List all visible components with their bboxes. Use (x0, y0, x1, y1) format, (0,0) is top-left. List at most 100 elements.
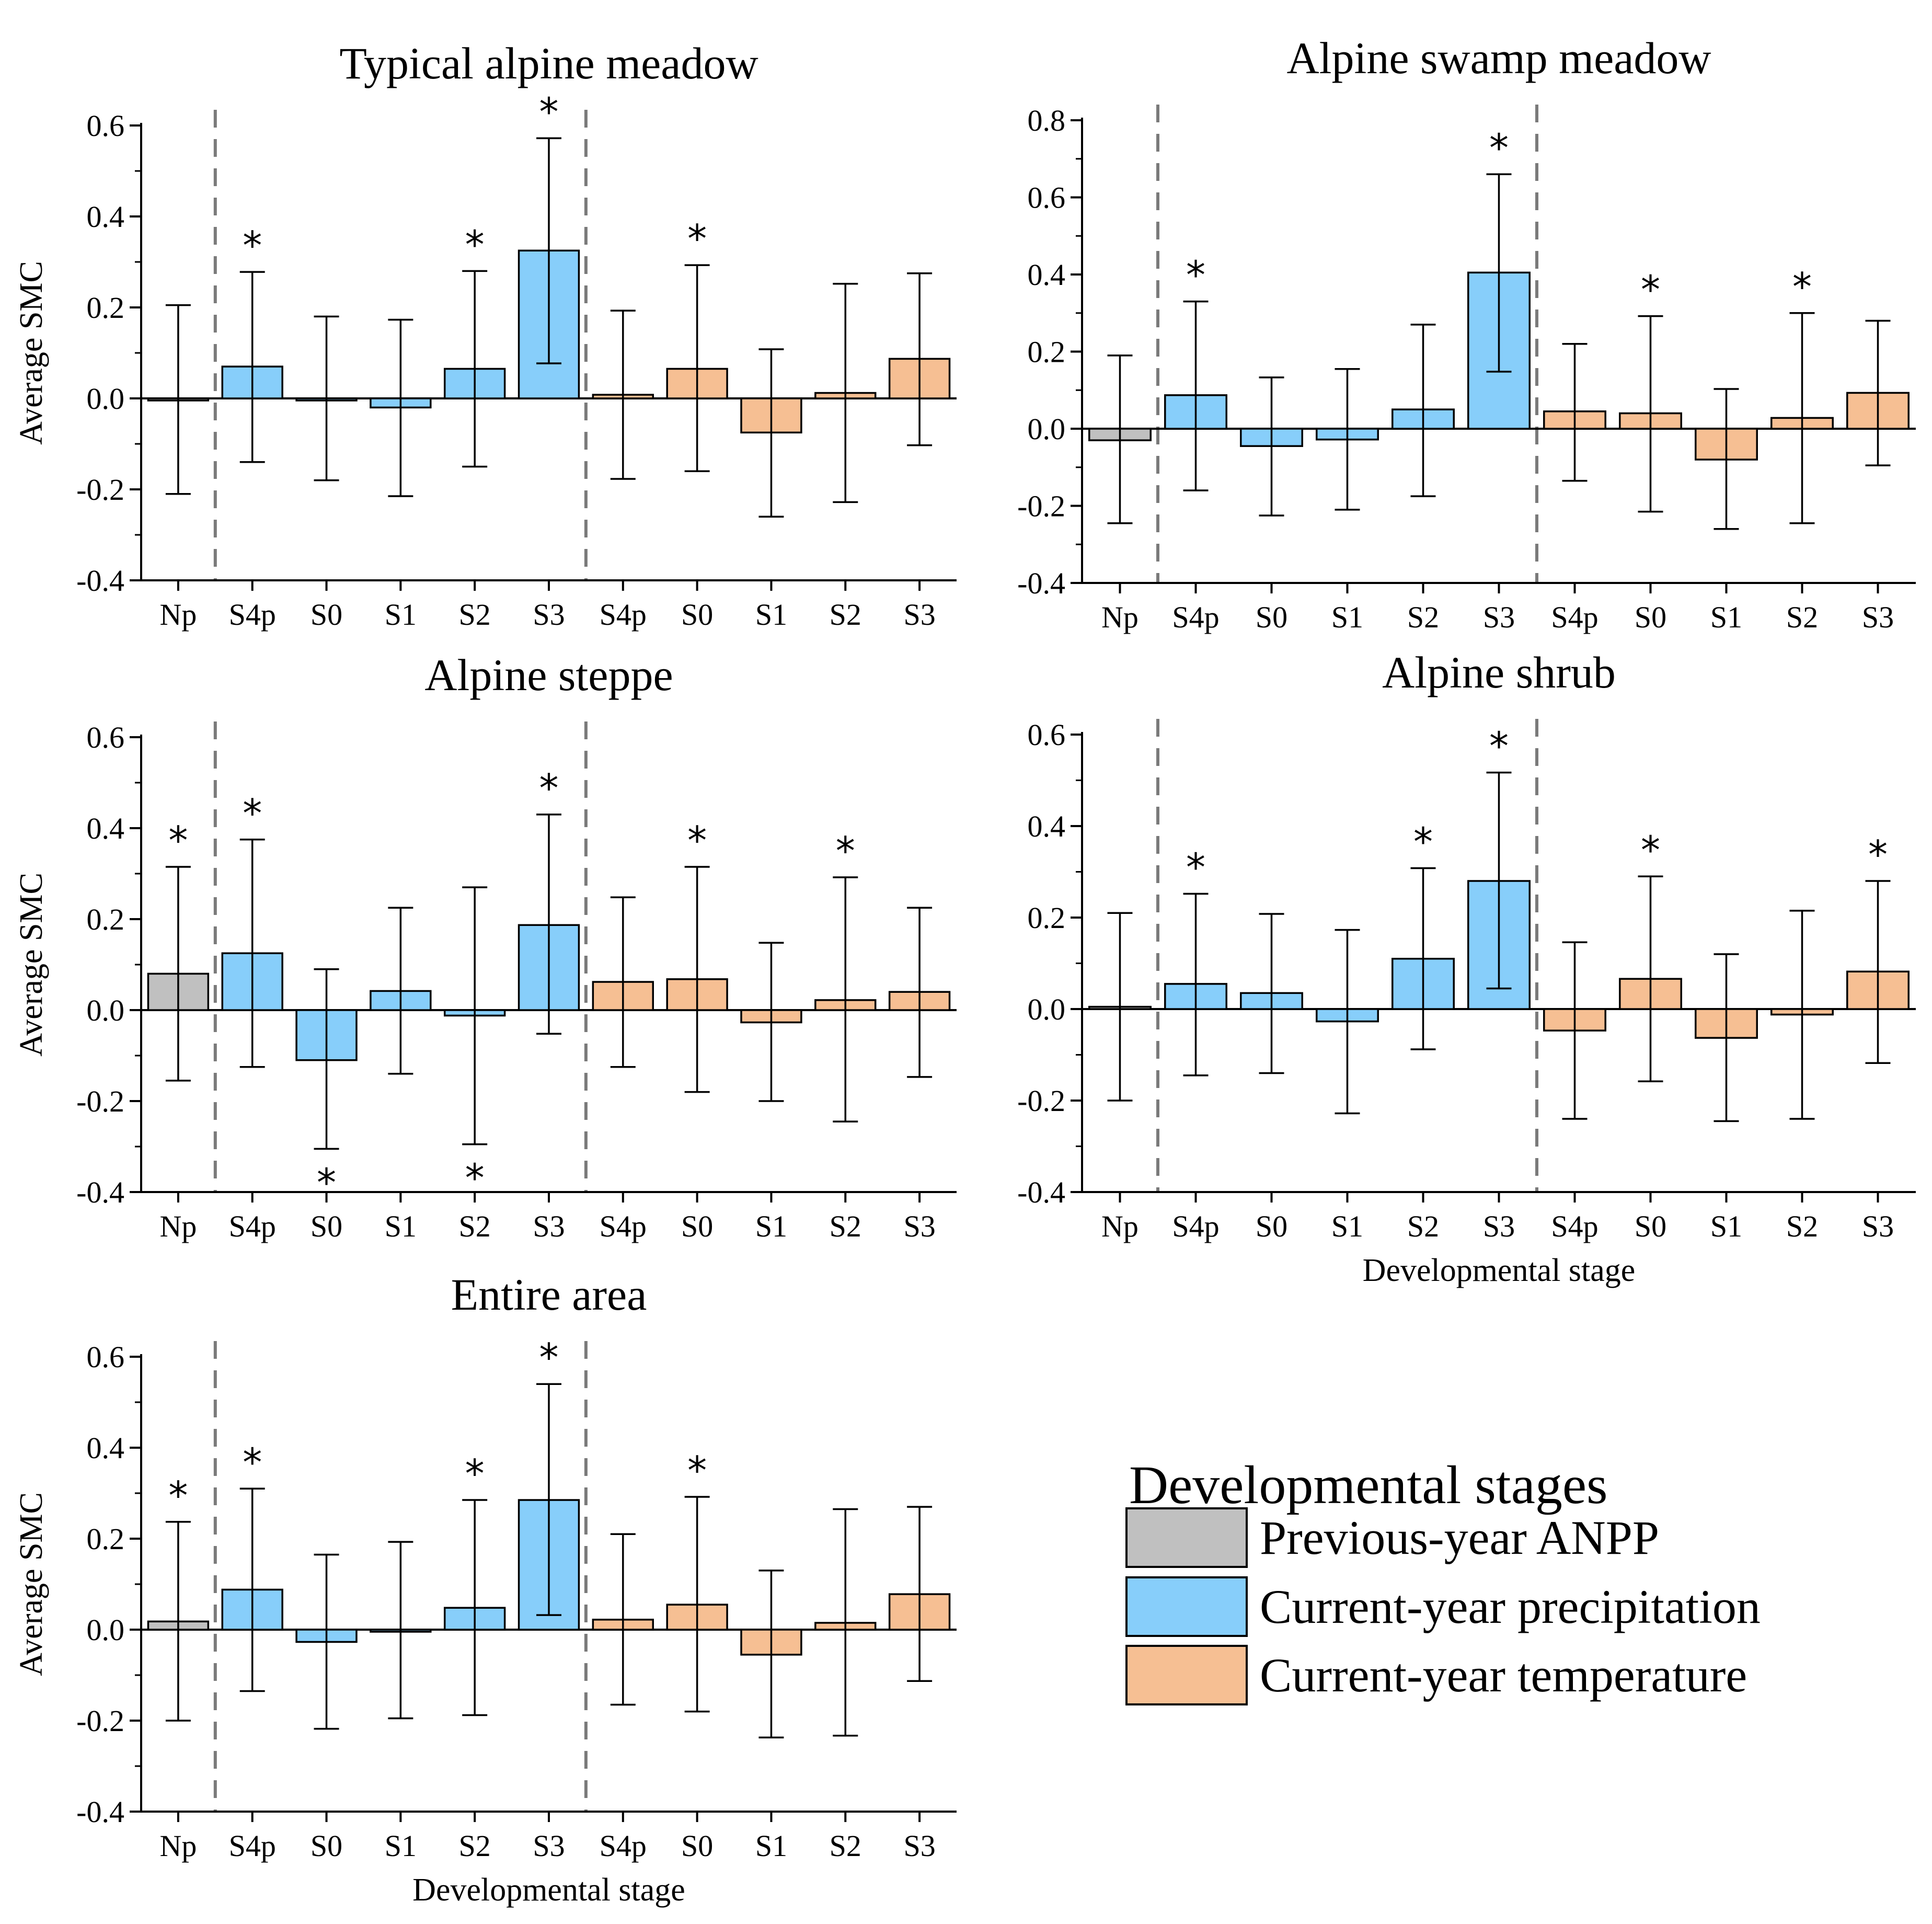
x-tick-label-s0: S0 (310, 598, 342, 632)
y-tick-label: -0.2 (1017, 1084, 1065, 1118)
legend-swatch-precipitation (1125, 1576, 1248, 1637)
x-tick-label-s1: S1 (755, 1829, 787, 1863)
legend-label-temperature: Current-year temperature (1260, 1648, 1747, 1702)
x-tick-label-s3: S3 (533, 1209, 565, 1243)
y-tick-label: 0.4 (1028, 809, 1066, 843)
y-tick-label: 0.6 (1028, 718, 1066, 752)
chart-title: Alpine steppe (424, 650, 673, 700)
x-tick-label-s4p: S4p (1551, 1209, 1598, 1243)
y-tick-label: 0.4 (87, 200, 125, 234)
y-axis-label: Average SMC (14, 1492, 49, 1676)
chart-title: Entire area (451, 1269, 647, 1320)
y-tick-label: 0.0 (87, 993, 125, 1027)
y-tick-label: -0.4 (1017, 1175, 1065, 1209)
x-tick-label-s2: S2 (830, 598, 861, 632)
x-tick-label-s0: S0 (681, 598, 713, 632)
y-tick-label: 0.4 (1028, 258, 1066, 292)
y-tick-label: 0.2 (87, 1522, 125, 1556)
x-tick-label-np: Np (1101, 600, 1138, 634)
significance-marker: * (539, 89, 559, 134)
significance-marker: * (1868, 832, 1888, 877)
x-tick-label-s3: S3 (1483, 600, 1515, 634)
y-tick-label: 0.8 (1028, 104, 1066, 138)
significance-marker: * (1792, 265, 1812, 310)
significance-marker: * (687, 818, 707, 863)
x-tick-label-s0: S0 (681, 1829, 713, 1863)
chart-alpine-shrub: Alpine shrub Developmental stage * * * * * -0.4… (1017, 647, 1916, 1288)
y-tick-label: 0.4 (87, 811, 125, 845)
x-tick-label-s0: S0 (310, 1829, 342, 1863)
y-tick-label: -0.2 (76, 1084, 124, 1118)
significance-marker: * (465, 1451, 485, 1496)
y-axis-label: Average SMC (14, 873, 49, 1057)
y-tick-label: 0.0 (1028, 412, 1066, 446)
y-tick-label: 0.0 (1028, 992, 1066, 1026)
x-tick-label-s0: S0 (681, 1209, 713, 1243)
significance-marker: * (465, 222, 485, 267)
y-tick-label: 0.6 (87, 720, 125, 754)
x-tick-label-s1: S1 (755, 1209, 787, 1243)
chart-title: Typical alpine meadow (339, 38, 758, 88)
x-tick-label-s0: S0 (1635, 600, 1666, 634)
chart-alpine-swamp-meadow: Alpine swamp meadow * * * * -0.4 -0.2 0.0 0.2 0.4… (1017, 33, 1916, 634)
x-tick-label-s4p: S4p (600, 1829, 647, 1863)
y-axis-label: Average SMC (14, 261, 49, 445)
chart-typical-alpine-meadow: Typical alpine meadow Average SMC * * * * -0.4… (14, 38, 957, 632)
y-tick-label: 0.0 (87, 1613, 125, 1647)
significance-marker: * (539, 1335, 559, 1380)
significance-marker: * (1186, 253, 1205, 298)
chart-title: Alpine shrub (1382, 647, 1616, 697)
x-tick-label-s4p: S4p (1172, 600, 1219, 634)
x-tick-label-s0: S0 (1256, 600, 1287, 634)
significance-marker: * (1489, 724, 1509, 769)
significance-marker: * (1489, 125, 1509, 170)
x-axis-label: Developmental stage (412, 1872, 685, 1908)
x-tick-label-s0: S0 (1635, 1209, 1666, 1243)
x-tick-label-s3: S3 (533, 1829, 565, 1863)
x-tick-label-s4p: S4p (229, 1829, 276, 1863)
x-tick-label-s1: S1 (1331, 600, 1363, 634)
significance-marker: * (687, 216, 707, 261)
significance-marker: * (539, 766, 559, 811)
y-tick-label: 0.2 (87, 291, 125, 325)
x-tick-label-s3: S3 (903, 1209, 935, 1243)
chart-title: Alpine swamp meadow (1286, 33, 1711, 83)
x-tick-label-s4p: S4p (1551, 600, 1598, 634)
y-tick-label: -0.4 (76, 564, 124, 598)
x-tick-label-s4p: S4p (229, 1209, 276, 1243)
x-tick-label-s1: S1 (755, 598, 787, 632)
x-tick-label-s1: S1 (1710, 1209, 1742, 1243)
x-tick-label-s2: S2 (830, 1829, 861, 1863)
y-tick-label: 0.6 (87, 1340, 125, 1374)
x-tick-label-s4p: S4p (600, 598, 647, 632)
significance-marker: * (168, 818, 188, 863)
x-tick-label-s0: S0 (310, 1209, 342, 1243)
x-tick-label-np: Np (159, 1829, 197, 1863)
x-tick-label-s3: S3 (1862, 600, 1894, 634)
legend-title: Developmental stages (1129, 1455, 1607, 1515)
significance-marker: * (836, 829, 855, 874)
x-tick-label-s1: S1 (385, 1209, 417, 1243)
x-tick-label-s4p: S4p (229, 598, 276, 632)
legend: Developmental stages Previous-year ANPP … (1125, 1455, 1761, 1705)
significance-marker: * (243, 1440, 262, 1485)
x-tick-label-s1: S1 (1710, 600, 1742, 634)
significance-marker: * (243, 791, 262, 836)
significance-marker: * (1641, 828, 1660, 873)
y-tick-label: -0.2 (76, 1704, 124, 1738)
x-tick-label-s2: S2 (459, 598, 491, 632)
x-tick-label-s2: S2 (459, 1209, 491, 1243)
x-tick-label-np: Np (159, 1209, 197, 1243)
x-tick-label-s2: S2 (1786, 600, 1818, 634)
y-tick-label: 0.0 (87, 382, 125, 416)
significance-marker: * (168, 1473, 188, 1518)
x-tick-label-s2: S2 (1407, 600, 1439, 634)
y-tick-label: 0.2 (87, 902, 125, 936)
y-tick-label: 0.2 (1028, 901, 1066, 935)
x-tick-label-s1: S1 (385, 598, 417, 632)
x-tick-label-s3: S3 (903, 1829, 935, 1863)
y-tick-label: -0.2 (76, 473, 124, 507)
significance-marker: * (1641, 268, 1660, 313)
